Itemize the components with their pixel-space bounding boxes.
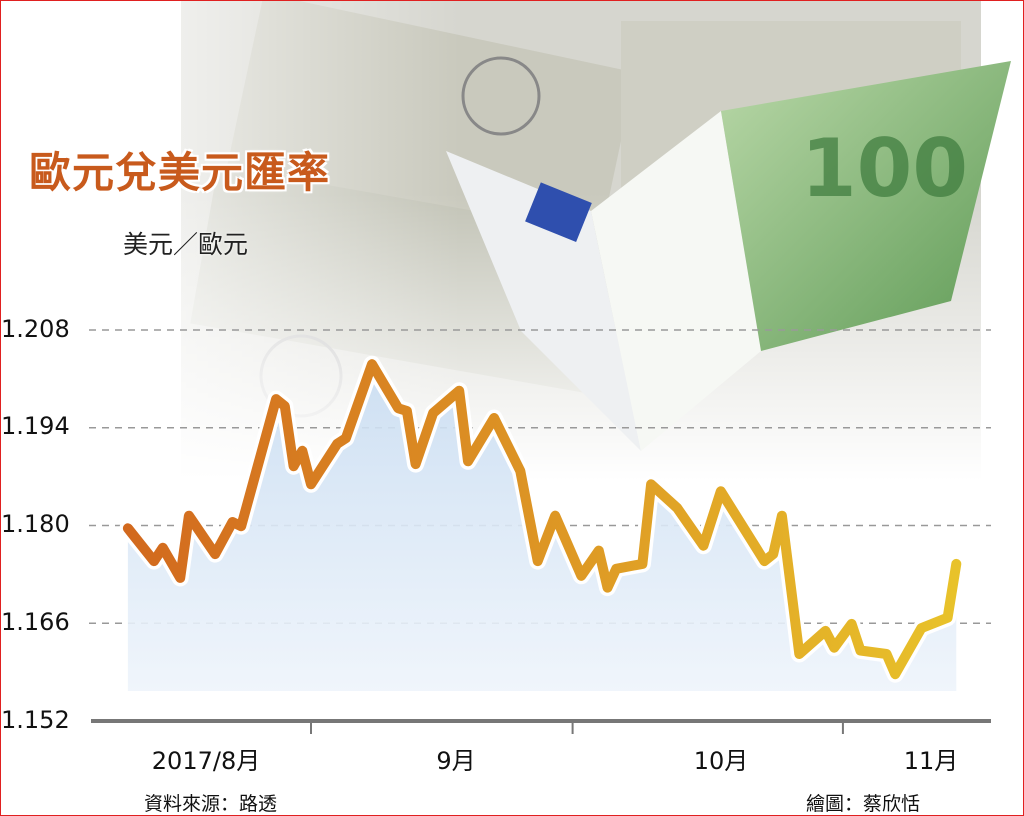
x-tick-label: 9月 bbox=[436, 747, 476, 775]
x-tick-label: 10月 bbox=[693, 747, 749, 775]
y-tick-label: 1.180 bbox=[1, 510, 70, 538]
x-tick-label: 11月 bbox=[903, 747, 959, 775]
y-axis-unit: 美元／歐元 bbox=[123, 230, 249, 259]
x-tick-label: 2017/8月 bbox=[151, 747, 261, 775]
y-tick-label: 1.152 bbox=[1, 706, 70, 734]
y-tick-label: 1.208 bbox=[1, 315, 70, 343]
y-tick-label: 1.166 bbox=[1, 608, 70, 636]
euro-banknote: 100 bbox=[446, 61, 1011, 451]
area-fill bbox=[127, 364, 957, 691]
source-note: 資料來源：路透 bbox=[144, 793, 278, 815]
svg-text:100: 100 bbox=[801, 122, 968, 215]
y-tick-label: 1.194 bbox=[1, 412, 70, 440]
credit-note: 繪圖：蔡欣恬 bbox=[806, 793, 921, 815]
series-line bbox=[122, 359, 962, 680]
chart-title: 歐元兌美元匯率 bbox=[29, 148, 331, 197]
